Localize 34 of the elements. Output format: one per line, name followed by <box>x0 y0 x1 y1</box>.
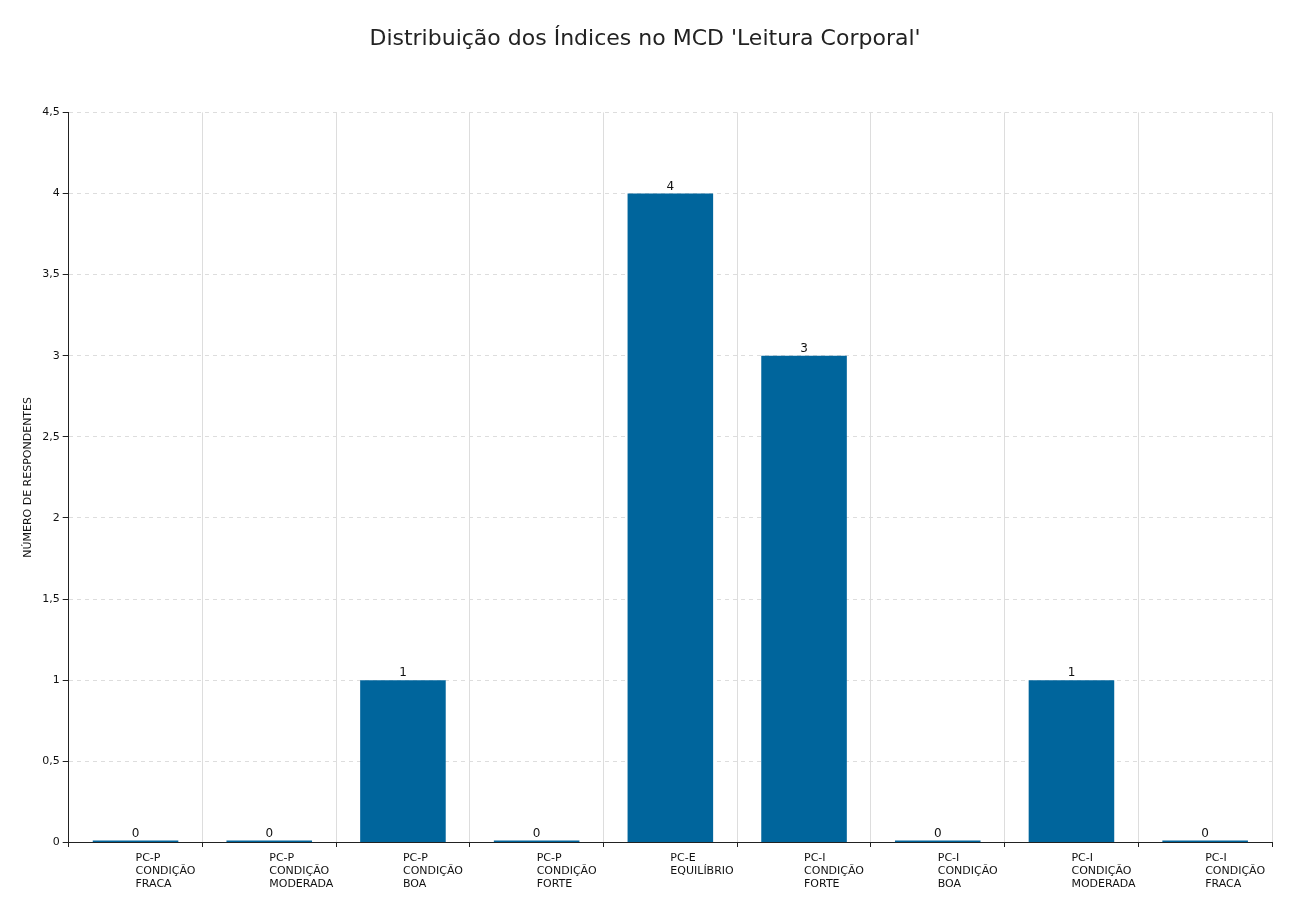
y-tick-label: 3 <box>52 348 60 362</box>
data-label: 1 <box>1067 665 1076 680</box>
x-tick-label: PC-P CONDIÇÃO BOA <box>402 850 464 891</box>
x-tick-label: PC-P CONDIÇÃO FORTE <box>536 850 597 891</box>
bar <box>627 193 714 842</box>
data-label: 1 <box>399 665 407 680</box>
x-tick-label: PC-P CONDIÇÃO MODERADA <box>269 850 334 891</box>
y-tick-label: 1,5 <box>42 591 60 605</box>
y-tick-label: 2,5 <box>42 429 60 443</box>
data-label: 3 <box>800 340 808 355</box>
data-label: 0 <box>532 825 541 840</box>
y-tick-label: 1 <box>52 673 60 687</box>
data-label: 0 <box>933 825 942 840</box>
x-tick-label: PC-I CONDIÇÃO MODERADA <box>1071 850 1137 891</box>
bar <box>1028 680 1115 842</box>
bar <box>761 355 847 842</box>
y-tick-label: 3,5 <box>42 267 60 281</box>
x-tick-label: PC-P CONDIÇÃO FRACA <box>135 850 196 891</box>
data-label: 0 <box>1201 825 1209 840</box>
y-tick-label: 4 <box>52 186 60 200</box>
data-label: 0 <box>131 825 140 840</box>
bar <box>360 680 446 842</box>
data-label: 4 <box>666 178 675 193</box>
x-tick-label: PC-E EQUILÍBRIO <box>670 850 735 878</box>
y-tick-label: 0,5 <box>42 754 60 768</box>
y-axis-title: NÚMERO DE RESPONDENTES <box>21 396 35 558</box>
chart-title: Distribuição dos Índices no MCD 'Leitura Corporal' <box>369 24 921 50</box>
y-tick-label: 2 <box>52 510 60 524</box>
x-tick-label: PC-I CONDIÇÃO BOA <box>937 850 999 891</box>
y-tick-label: 4,5 <box>42 105 60 119</box>
x-tick-label: PC-I CONDIÇÃO FRACA <box>1205 850 1266 891</box>
y-tick-label: 0 <box>52 835 60 849</box>
x-tick-label: PC-I CONDIÇÃO FORTE <box>804 850 865 891</box>
data-label: 0 <box>265 825 274 840</box>
